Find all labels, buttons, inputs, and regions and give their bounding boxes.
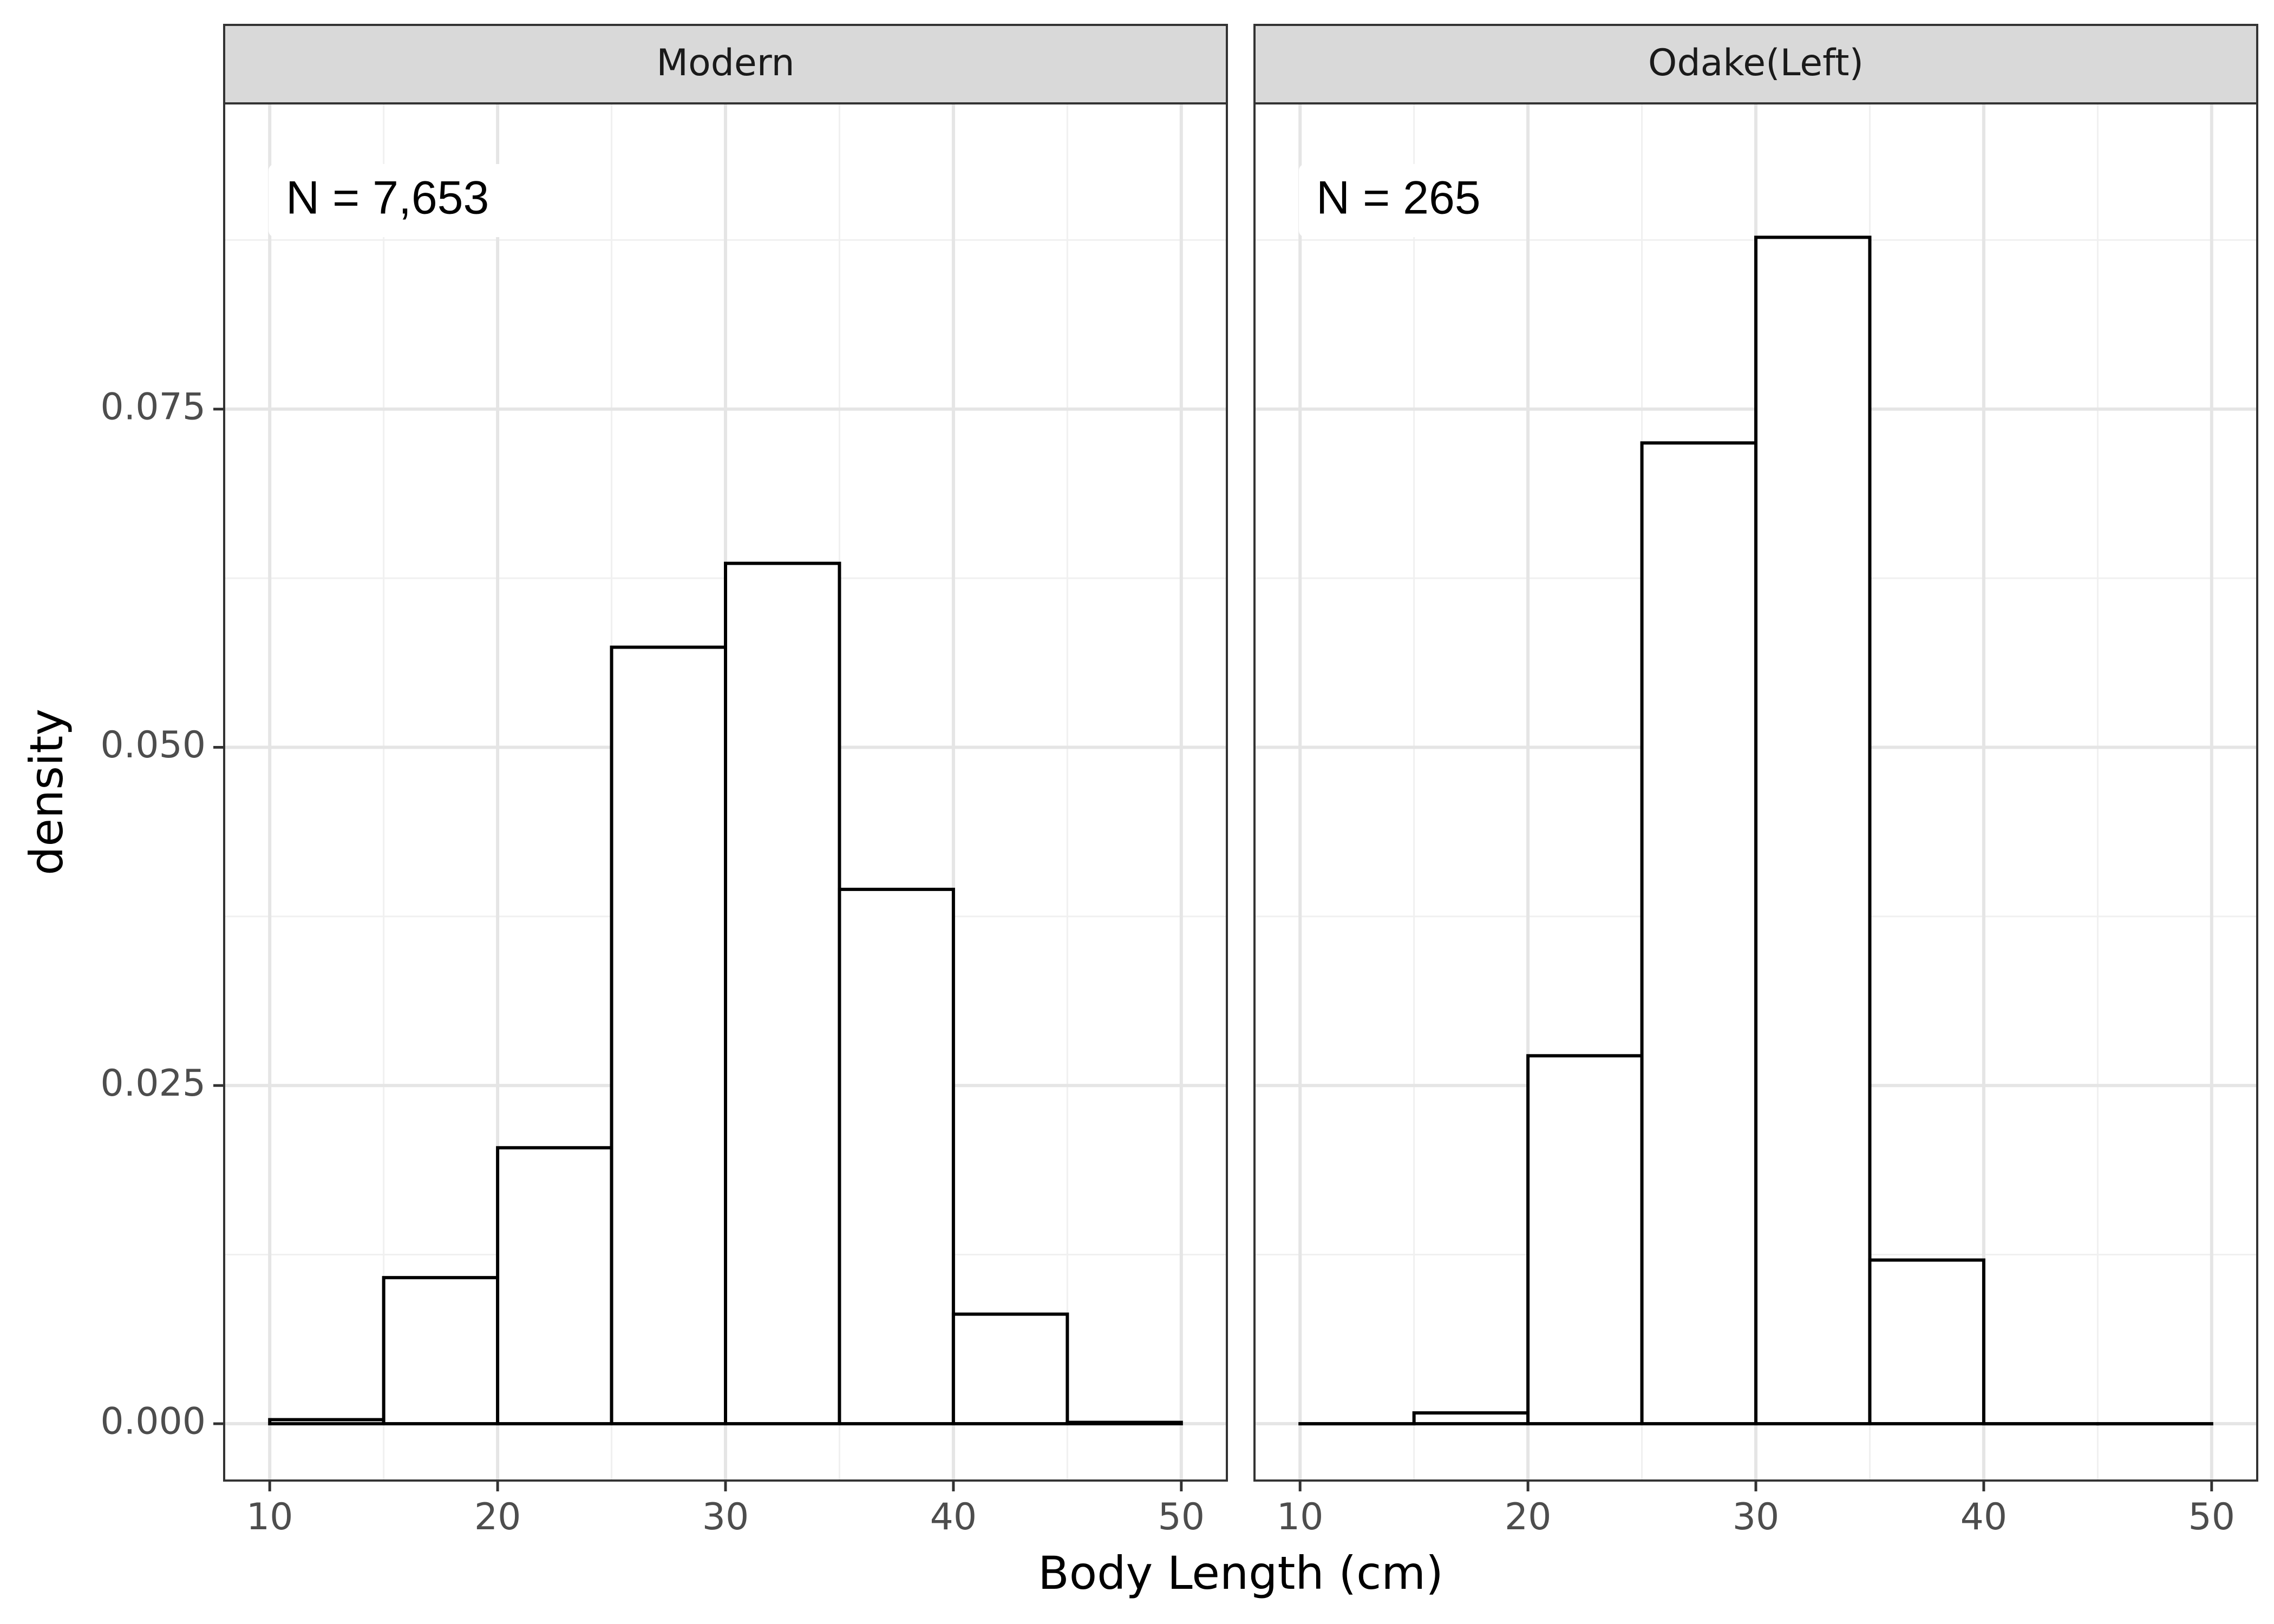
panel-1-strip	[223, 24, 1228, 104]
panel-1-strip-label: Modern	[656, 42, 794, 84]
panel-1-x-tick-label: 20	[474, 1496, 521, 1538]
panel-2-x-tick-label: 50	[2188, 1496, 2236, 1538]
panel-1-annotation-background	[269, 164, 523, 237]
panel-2-x-tick-label: 10	[1277, 1496, 1324, 1538]
panel-1-bar-3	[496, 1146, 613, 1426]
panel-1-x-tick-label: 50	[1158, 1496, 1205, 1538]
panel-1-bar-6	[838, 887, 955, 1426]
panel-1-sample-size-label: N = 7,653	[286, 172, 489, 224]
y-tick-label: 0.075	[100, 385, 206, 428]
panel-1-x-tick-label: 30	[702, 1496, 749, 1538]
panel-1-x-tick-label: 40	[930, 1496, 977, 1538]
panel-2-bar-3	[1526, 1054, 1644, 1426]
panel-1-x-tick-label: 10	[246, 1496, 293, 1538]
panel-1-bar-7	[951, 1312, 1069, 1426]
y-tick-label: 0.000	[100, 1400, 206, 1443]
panel-2-sample-size-label: N = 265	[1316, 172, 1481, 224]
panel-2-bar-2	[1412, 1411, 1530, 1426]
y-axis-title: density	[20, 709, 73, 875]
panel-1-bar-5	[724, 561, 841, 1426]
panel-1-bar-4	[610, 645, 727, 1426]
panel-2-strip	[1253, 24, 2258, 104]
panel-2-bar-4	[1640, 441, 1757, 1426]
y-tick-label: 0.050	[100, 724, 206, 767]
panel-2-annotation-background	[1299, 164, 1494, 237]
y-tick-label: 0.025	[100, 1062, 206, 1105]
panel-1-bar-8	[1066, 1420, 1183, 1426]
x-axis-title: Body Length (cm)	[1038, 1547, 1443, 1600]
panel-2-bar-6	[1868, 1258, 1985, 1426]
panel-2-x-tick-label: 20	[1505, 1496, 1552, 1538]
panel-2-x-tick-label: 30	[1733, 1496, 1780, 1538]
panel-1-bar-1	[268, 1418, 385, 1426]
panel-2-x-tick-label: 40	[1961, 1496, 2008, 1538]
panel-2-bar-5	[1754, 235, 1872, 1426]
panel-1-bar-2	[382, 1276, 500, 1426]
panel-2-strip-label: Odake(Left)	[1648, 42, 1864, 84]
